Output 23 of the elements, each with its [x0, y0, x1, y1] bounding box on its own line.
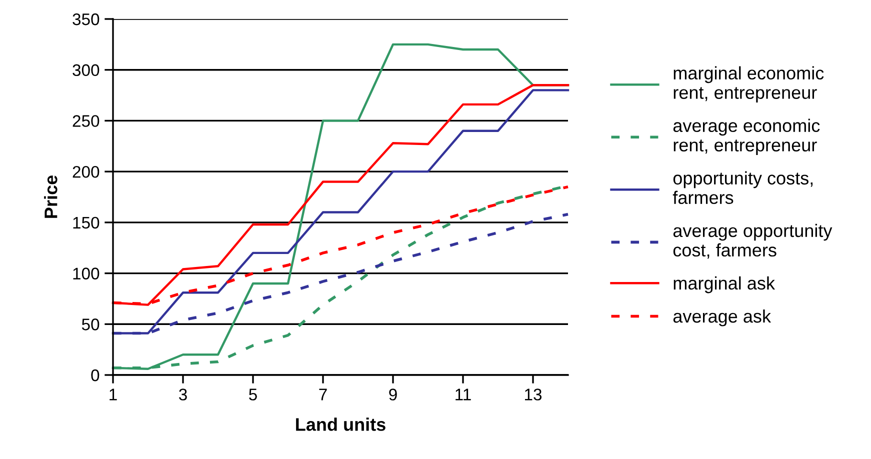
- y-tick-label: 350: [72, 13, 100, 26]
- x-tick-label: 9: [389, 388, 397, 400]
- x-tick-label: 5: [249, 388, 257, 400]
- x-tick-label: 11: [456, 388, 471, 400]
- y-tick-label: 200: [72, 166, 100, 178]
- y-tick-label: 0: [91, 369, 100, 382]
- legend-label: average economic rent, entrepreneur: [673, 118, 820, 156]
- x-tick-label: 1: [110, 388, 117, 400]
- x-axis-title: Land units: [296, 418, 386, 431]
- legend-label: average ask: [673, 309, 772, 326]
- legend-label: average opportunity cost, farmers: [673, 224, 832, 259]
- y-tick-label: 100: [73, 268, 100, 280]
- legend-label: opportunity costs, farmers: [672, 171, 813, 204]
- x-tick-label: 7: [319, 388, 327, 400]
- y-tick-label: 150: [73, 216, 100, 229]
- legend-label: marginal ask: [674, 276, 776, 294]
- x-tick-label: 3: [179, 388, 187, 400]
- y-tick-label: 300: [72, 64, 100, 76]
- legend-label: marginal economic rent, entrepreneur: [674, 66, 824, 103]
- y-axis-title: Price: [44, 176, 58, 218]
- y-tick-label: 250: [72, 115, 100, 127]
- y-tick-label: 50: [82, 318, 100, 330]
- x-tick-label: 13: [525, 388, 542, 400]
